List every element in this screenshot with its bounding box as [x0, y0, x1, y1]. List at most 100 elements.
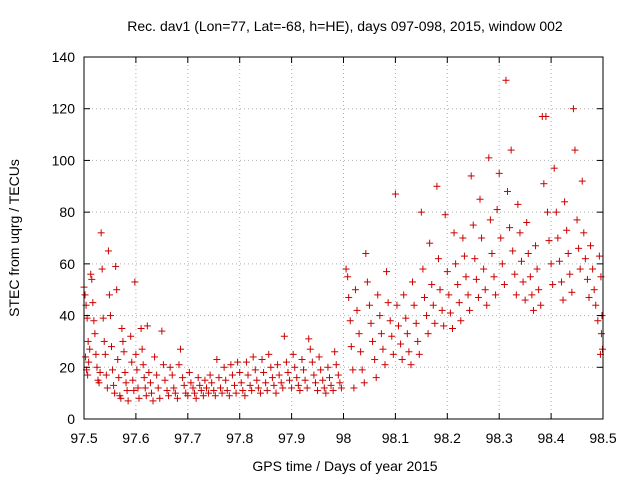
data-point: [483, 301, 491, 309]
data-point: [191, 389, 199, 397]
data-point: [412, 319, 420, 327]
data-point: [498, 260, 506, 268]
data-point: [481, 286, 489, 294]
y-axis-label: STEC from uqrg / TECUs: [6, 159, 22, 317]
data-point: [524, 250, 532, 258]
data-point: [575, 244, 583, 252]
data-point: [568, 288, 576, 296]
data-point: [222, 376, 230, 384]
data-point: [486, 216, 494, 224]
data-point: [386, 317, 394, 325]
data-point: [163, 387, 171, 395]
data-point: [141, 384, 149, 392]
data-point: [228, 371, 236, 379]
data-point: [528, 291, 536, 299]
data-point: [559, 296, 567, 304]
data-point: [311, 379, 319, 387]
data-point: [314, 387, 322, 395]
data-point: [280, 332, 288, 340]
data-point: [317, 366, 325, 374]
data-point: [199, 392, 207, 400]
data-point: [563, 226, 571, 234]
data-point: [446, 309, 454, 317]
data-point: [434, 255, 442, 263]
data-point: [351, 286, 359, 294]
data-point: [485, 154, 493, 162]
data-point: [173, 394, 181, 402]
data-point: [161, 376, 169, 384]
data-point: [478, 234, 486, 242]
data-point: [462, 273, 470, 281]
data-point: [268, 374, 276, 382]
data-point: [89, 299, 97, 307]
data-point: [156, 394, 164, 402]
data-point: [168, 371, 176, 379]
data-point: [334, 371, 342, 379]
data-point: [113, 286, 121, 294]
data-point: [592, 301, 600, 309]
data-point: [122, 379, 130, 387]
data-point: [208, 379, 216, 387]
data-point: [201, 376, 209, 384]
data-point: [583, 275, 591, 283]
data-point: [381, 361, 389, 369]
data-point: [355, 330, 363, 338]
data-point: [476, 195, 484, 203]
data-point: [117, 394, 125, 402]
data-point: [231, 381, 239, 389]
y-axis-ticks: 0 20 40 60 80 100 120 140: [52, 49, 603, 427]
data-point: [90, 317, 98, 325]
data-point: [332, 361, 340, 369]
x-tick-label: 98.5: [589, 430, 616, 446]
data-point: [98, 265, 106, 273]
data-point: [367, 319, 375, 327]
data-point: [194, 374, 202, 382]
data-point: [236, 368, 244, 376]
data-point: [112, 262, 120, 270]
data-point: [319, 376, 327, 384]
data-point: [197, 387, 205, 395]
data-point: [585, 293, 593, 301]
data-point: [414, 337, 422, 345]
data-point: [555, 257, 563, 265]
data-point: [91, 330, 99, 338]
data-point: [110, 381, 118, 389]
data-point: [84, 337, 92, 345]
x-tick-label: 98.2: [434, 430, 461, 446]
data-point: [450, 229, 458, 237]
data-point: [111, 389, 119, 397]
data-point: [249, 353, 257, 361]
data-point: [452, 260, 460, 268]
data-point: [516, 229, 524, 237]
data-point: [179, 374, 187, 382]
data-point: [420, 293, 428, 301]
data-point: [426, 239, 434, 247]
data-point: [543, 208, 551, 216]
data-point: [153, 371, 161, 379]
data-point: [532, 242, 540, 250]
data-point: [109, 366, 117, 374]
y-tick-label: 100: [52, 152, 76, 168]
data-point: [353, 306, 361, 314]
data-point: [376, 312, 384, 320]
data-point: [158, 327, 166, 335]
data-point: [166, 363, 174, 371]
data-point: [549, 281, 557, 289]
data-point: [87, 270, 95, 278]
data-point: [519, 278, 527, 286]
x-axis-ticks: 97.5 97.6 97.7 97.8 97.9 98 98.1 98.2 98.3 98.4 98…: [70, 57, 617, 446]
data-point: [234, 358, 242, 366]
data-point: [571, 146, 579, 154]
data-point: [258, 356, 266, 364]
data-point: [480, 265, 488, 273]
data-point: [220, 363, 228, 371]
data-point: [443, 268, 451, 276]
data-point: [263, 387, 271, 395]
data-point: [86, 345, 94, 353]
data-point: [95, 379, 103, 387]
data-point: [121, 368, 129, 376]
data-point: [147, 389, 155, 397]
data-point: [488, 250, 496, 258]
data-point: [518, 257, 526, 265]
data-point: [433, 182, 441, 190]
